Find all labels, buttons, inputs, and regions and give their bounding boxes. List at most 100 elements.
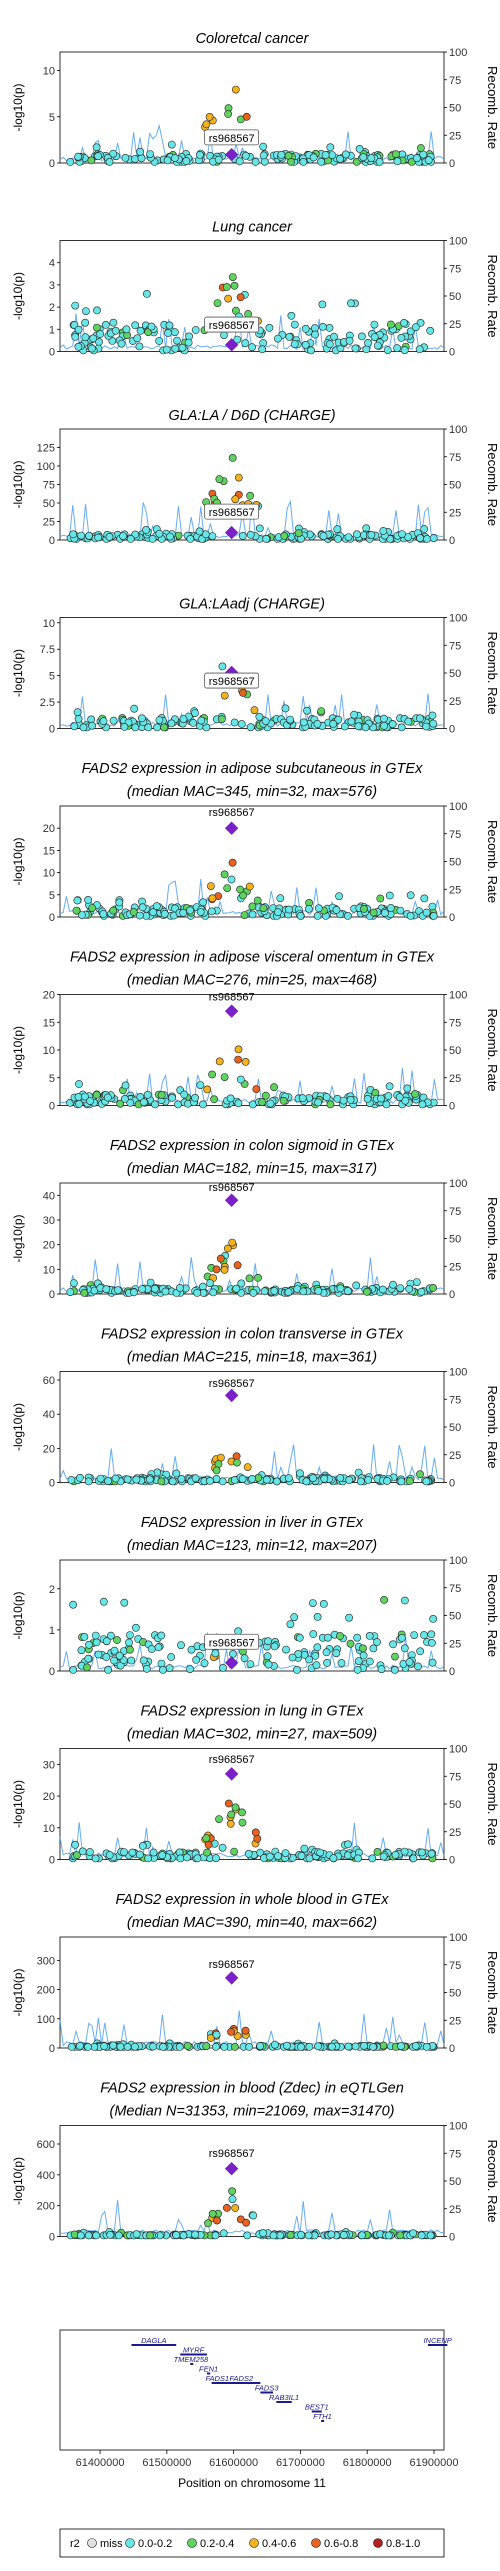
snp-point: [93, 306, 101, 315]
lead-snp-diamond: [224, 1971, 239, 1985]
lead-snp-label: rs968567: [209, 1182, 255, 1194]
association-points: [70, 662, 438, 732]
snp-point: [206, 882, 215, 890]
lead-snp-label: rs968567: [209, 676, 255, 688]
snp-point: [136, 147, 145, 156]
snp-point: [137, 154, 146, 163]
snp-point: [286, 2231, 295, 2239]
y-tick-label: 20: [43, 990, 55, 1002]
y2-tick-label: 25: [449, 2015, 461, 2027]
snp-point: [325, 323, 334, 332]
snp-point: [158, 1851, 167, 1860]
snp-point: [265, 1852, 274, 1861]
y2-tick-label: 100: [449, 1178, 467, 1190]
snp-point: [100, 2042, 109, 2051]
snp-point: [91, 1631, 100, 1640]
snp-point: [237, 1289, 246, 1297]
snp-point: [273, 334, 282, 343]
snp-point: [76, 2041, 84, 2050]
snp-point: [309, 1474, 317, 1483]
snp-point: [101, 320, 110, 329]
snp-point: [309, 153, 318, 162]
snp-point: [135, 1850, 144, 1859]
x-tick-label: 61900000: [410, 2457, 459, 2469]
association-points: [66, 453, 438, 543]
snp-point: [415, 345, 424, 354]
snp-point: [170, 154, 179, 162]
snp-point: [416, 144, 425, 152]
snp-point: [77, 1646, 86, 1655]
snp-point: [116, 1099, 125, 1108]
snp-point: [203, 1848, 211, 1857]
snp-point: [282, 2041, 291, 2050]
snp-point: [397, 2042, 405, 2050]
snp-point: [165, 321, 174, 330]
y2-tick-label: 100: [449, 801, 467, 813]
snp-point: [67, 2043, 76, 2051]
snp-point: [114, 1286, 122, 1295]
snp-point: [233, 1458, 241, 1467]
snp-point: [231, 495, 240, 504]
snp-point: [298, 1094, 307, 1103]
y-tick-label: 2.5: [40, 697, 55, 709]
legend-swatch: [373, 2538, 383, 2548]
snp-point: [404, 717, 413, 726]
snp-point: [248, 343, 256, 352]
snp-point: [131, 723, 140, 732]
snp-point: [231, 85, 240, 94]
snp-point: [286, 1620, 295, 1629]
snp-point: [84, 2043, 92, 2051]
lead-snp-diamond: [224, 2161, 239, 2176]
y2-tick-label: 0: [449, 2232, 455, 2244]
snp-point: [270, 1287, 279, 1295]
snp-point: [119, 532, 127, 540]
snp-point: [429, 912, 438, 920]
snp-point: [282, 1645, 290, 1654]
snp-point: [321, 151, 330, 159]
snp-point: [391, 150, 400, 159]
snp-point: [157, 1631, 166, 1640]
snp-point: [393, 157, 402, 166]
snp-point: [142, 1664, 151, 1673]
snp-point: [222, 283, 231, 291]
snp-point: [77, 531, 86, 540]
snp-point: [109, 906, 118, 915]
snp-point: [386, 320, 395, 329]
association-points: [69, 273, 435, 355]
snp-point: [152, 902, 161, 911]
lead-snp-label: rs968567: [209, 1378, 255, 1390]
y2-axis-label: Recomb. Rate: [485, 1197, 500, 1280]
snp-point: [412, 154, 421, 163]
snp-point: [99, 910, 108, 918]
snp-point: [215, 1815, 223, 1823]
panel-title: FADS2 expression in colon transverse in …: [101, 1327, 404, 1343]
snp-point: [427, 1630, 436, 1639]
snp-point: [234, 473, 243, 482]
snp-point: [297, 2230, 305, 2239]
snp-point: [179, 715, 188, 724]
snp-point: [299, 1287, 308, 1296]
snp-point: [266, 1099, 275, 1108]
snp-point: [180, 1090, 189, 1099]
snp-point: [179, 908, 188, 917]
panel-title: FADS2 expression in liver in GTEx: [141, 1515, 364, 1531]
lead-snp-label: rs968567: [209, 1637, 255, 1649]
snp-point: [107, 1631, 115, 1640]
snp-point: [228, 1238, 237, 1247]
snp-point: [359, 1644, 367, 1653]
snp-point: [292, 1666, 301, 1674]
snp-point: [393, 344, 401, 353]
snp-point: [120, 1598, 129, 1607]
y-tick-label: 20: [43, 823, 55, 835]
snp-point: [220, 870, 229, 879]
snp-point: [238, 532, 247, 540]
snp-point: [159, 2043, 167, 2051]
snp-point: [297, 2043, 305, 2051]
snp-point: [111, 1474, 120, 1483]
panel-1: Coloretcal cancer05100255075100-log10(p)…: [11, 31, 500, 170]
snp-point: [191, 1474, 200, 1483]
snp-point: [121, 1081, 130, 1090]
snp-point: [144, 1854, 152, 1863]
y-axis-label: -log10(p): [11, 1403, 25, 1451]
